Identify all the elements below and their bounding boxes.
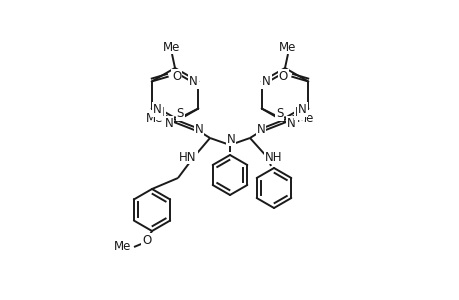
Text: Me: Me — [163, 40, 180, 53]
Text: N: N — [153, 103, 162, 116]
Text: N: N — [156, 106, 165, 119]
Text: Me: Me — [146, 112, 163, 125]
Text: NH: NH — [265, 151, 282, 164]
Text: S: S — [275, 107, 283, 120]
Text: O: O — [142, 233, 151, 247]
Text: Me: Me — [113, 241, 131, 254]
Text: N: N — [262, 75, 270, 88]
Text: O: O — [278, 70, 287, 83]
Text: N: N — [297, 103, 306, 116]
Text: N: N — [256, 122, 265, 136]
Text: N: N — [164, 116, 173, 130]
Text: N: N — [189, 75, 197, 88]
Text: N: N — [226, 133, 235, 146]
Text: N: N — [194, 122, 203, 136]
Text: HN: HN — [179, 151, 196, 164]
Text: S: S — [176, 107, 184, 120]
Text: Me: Me — [279, 40, 296, 53]
Text: O: O — [172, 70, 181, 83]
Text: N: N — [286, 116, 295, 130]
Text: Me: Me — [296, 112, 313, 125]
Text: N: N — [294, 106, 303, 119]
